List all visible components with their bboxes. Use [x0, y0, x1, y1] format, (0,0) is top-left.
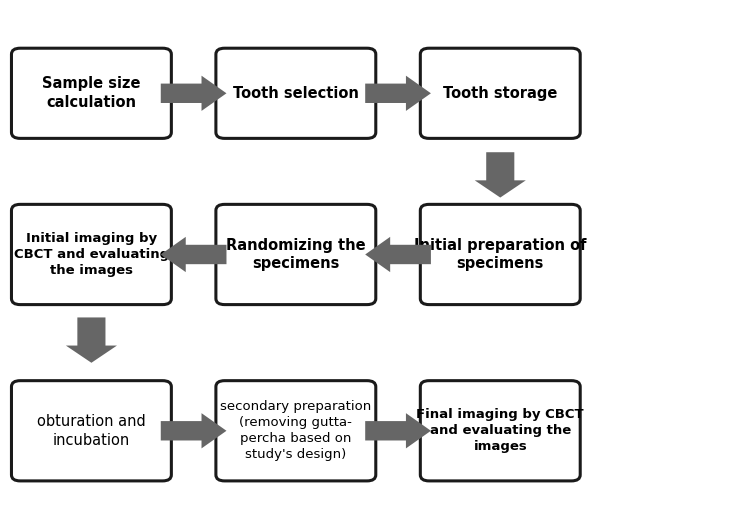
FancyBboxPatch shape: [11, 381, 171, 481]
FancyBboxPatch shape: [11, 48, 171, 138]
Text: Randomizing the
specimens: Randomizing the specimens: [226, 237, 366, 271]
FancyBboxPatch shape: [216, 48, 375, 138]
Polygon shape: [365, 413, 431, 448]
Text: Sample size
calculation: Sample size calculation: [42, 77, 141, 110]
FancyBboxPatch shape: [420, 381, 580, 481]
Text: secondary preparation
(removing gutta-
percha based on
study's design): secondary preparation (removing gutta- p…: [221, 400, 372, 461]
FancyBboxPatch shape: [216, 381, 375, 481]
Text: obturation and
incubation: obturation and incubation: [37, 414, 146, 448]
FancyBboxPatch shape: [216, 205, 375, 305]
Text: Initial imaging by
CBCT and evaluating
the images: Initial imaging by CBCT and evaluating t…: [14, 232, 169, 277]
Text: Initial preparation of
specimens: Initial preparation of specimens: [414, 237, 586, 271]
FancyBboxPatch shape: [420, 205, 580, 305]
Polygon shape: [161, 237, 226, 272]
Text: Final imaging by CBCT
and evaluating the
images: Final imaging by CBCT and evaluating the…: [416, 408, 584, 453]
Text: Tooth storage: Tooth storage: [443, 86, 557, 101]
Polygon shape: [66, 318, 117, 363]
FancyBboxPatch shape: [420, 48, 580, 138]
FancyBboxPatch shape: [11, 205, 171, 305]
Polygon shape: [475, 152, 526, 197]
Polygon shape: [161, 413, 226, 448]
Polygon shape: [365, 237, 431, 272]
Polygon shape: [161, 76, 226, 111]
Text: Tooth selection: Tooth selection: [233, 86, 359, 101]
Polygon shape: [365, 76, 431, 111]
